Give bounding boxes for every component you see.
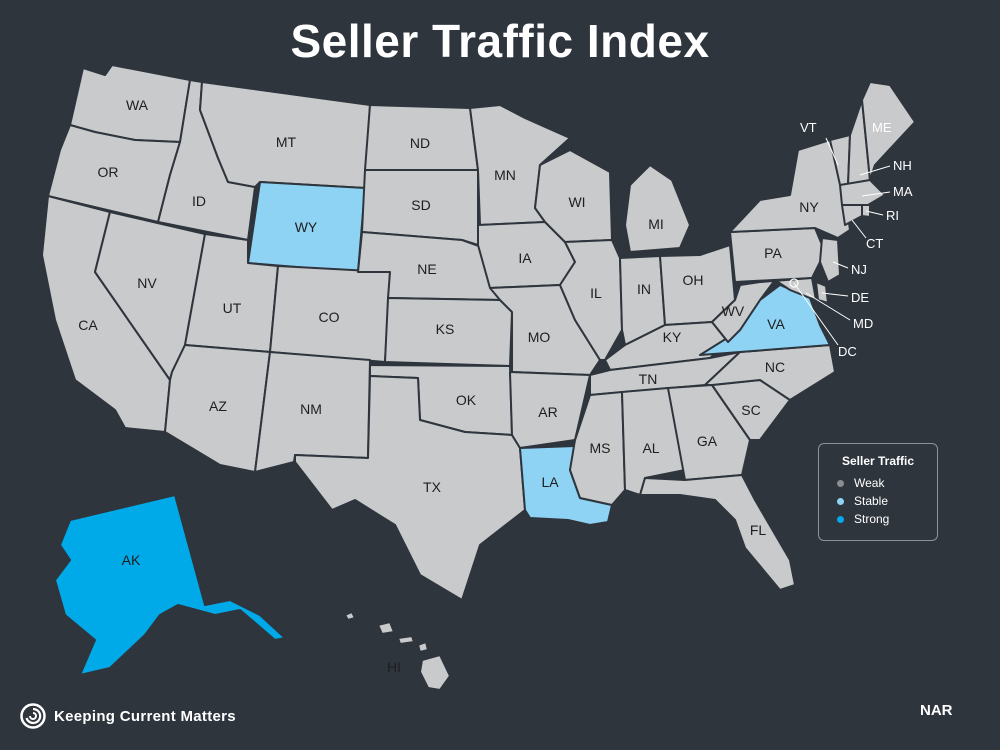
legend-label-weak: Weak — [854, 476, 885, 490]
label-ca: CA — [78, 317, 98, 333]
label-mi: MI — [648, 216, 664, 232]
label-ny: NY — [799, 199, 819, 215]
legend-label-strong: Strong — [854, 512, 890, 526]
state-de[interactable] — [815, 281, 829, 304]
label-nc: NC — [765, 359, 785, 375]
label-wi: WI — [568, 194, 585, 210]
label-co: CO — [319, 309, 340, 325]
state-ar[interactable] — [509, 371, 591, 449]
state-nj[interactable] — [819, 237, 841, 283]
label-mt: MT — [276, 134, 297, 150]
legend-label-stable: Stable — [854, 494, 889, 508]
label-wy: WY — [295, 219, 318, 235]
label-ne: NE — [417, 261, 436, 277]
label-ct: CT — [866, 236, 883, 251]
callout-labels: VT ME NH MA RI CT NJ DE MD DC — [800, 120, 913, 359]
state-mi[interactable] — [624, 164, 691, 253]
label-la: LA — [541, 474, 559, 490]
label-md: MD — [853, 316, 873, 331]
dc-marker — [789, 278, 799, 288]
legend-item-strong: Strong — [831, 510, 925, 528]
label-ia: IA — [518, 250, 532, 266]
label-nm: NM — [300, 401, 322, 417]
label-ky: KY — [663, 329, 682, 345]
label-ms: MS — [590, 440, 611, 456]
legend-item-stable: Stable — [831, 492, 925, 510]
label-id: ID — [192, 193, 206, 209]
legend-dot-strong — [837, 515, 844, 523]
label-me: ME — [872, 120, 892, 135]
label-nd: ND — [410, 135, 430, 151]
kcm-swirl-icon — [20, 703, 46, 729]
brand-name: Keeping Current Matters — [54, 707, 236, 725]
label-il: IL — [590, 285, 602, 301]
source-label: NAR — [920, 702, 953, 719]
state-il[interactable] — [559, 239, 623, 361]
label-mn: MN — [494, 167, 516, 183]
label-va: VA — [767, 316, 785, 332]
label-de: DE — [851, 290, 869, 305]
state-ct[interactable] — [841, 204, 863, 226]
label-tn: TN — [639, 371, 658, 387]
label-oh: OH — [683, 272, 704, 288]
label-tx: TX — [423, 479, 442, 495]
label-nj: NJ — [851, 262, 867, 277]
label-in: IN — [637, 281, 651, 297]
label-sd: SD — [411, 197, 430, 213]
label-hi: HI — [387, 659, 401, 675]
legend-dot-stable — [837, 497, 844, 505]
state-tx[interactable] — [294, 375, 526, 601]
label-nh: NH — [893, 158, 912, 173]
label-vt: VT — [800, 120, 817, 135]
legend-title: Seller Traffic — [841, 454, 915, 468]
label-mo: MO — [528, 329, 551, 345]
state-ny[interactable] — [729, 139, 851, 239]
label-ok: OK — [456, 392, 477, 408]
label-fl: FL — [750, 522, 767, 538]
legend: Seller Traffic Weak Stable Strong — [818, 443, 938, 541]
label-pa: PA — [764, 245, 782, 261]
label-ga: GA — [697, 433, 718, 449]
label-ks: KS — [436, 321, 455, 337]
state-labels: WA OR CA ID NV MT WY UT AZ CO NM ND SD N… — [78, 97, 819, 675]
legend-item-weak: Weak — [831, 474, 925, 492]
state-fl[interactable] — [639, 474, 796, 591]
legend-dot-weak — [837, 479, 844, 487]
state-ak[interactable] — [54, 494, 286, 676]
state-ma[interactable] — [839, 179, 886, 206]
brand-logo: Keeping Current Matters — [20, 703, 236, 729]
label-ri: RI — [886, 208, 899, 223]
label-sc: SC — [741, 402, 760, 418]
label-dc: DC — [838, 344, 857, 359]
page-title: Seller Traffic Index — [290, 15, 710, 67]
label-ak: AK — [122, 552, 141, 568]
label-al: AL — [642, 440, 659, 456]
label-ar: AR — [538, 404, 557, 420]
label-nv: NV — [137, 275, 157, 291]
label-ut: UT — [223, 300, 242, 316]
state-hi[interactable] — [344, 611, 451, 691]
label-ma: MA — [893, 184, 913, 199]
label-or: OR — [98, 164, 119, 180]
label-wa: WA — [126, 97, 149, 113]
label-wv: WV — [722, 303, 745, 319]
leader-lines — [793, 137, 891, 346]
label-az: AZ — [209, 398, 227, 414]
